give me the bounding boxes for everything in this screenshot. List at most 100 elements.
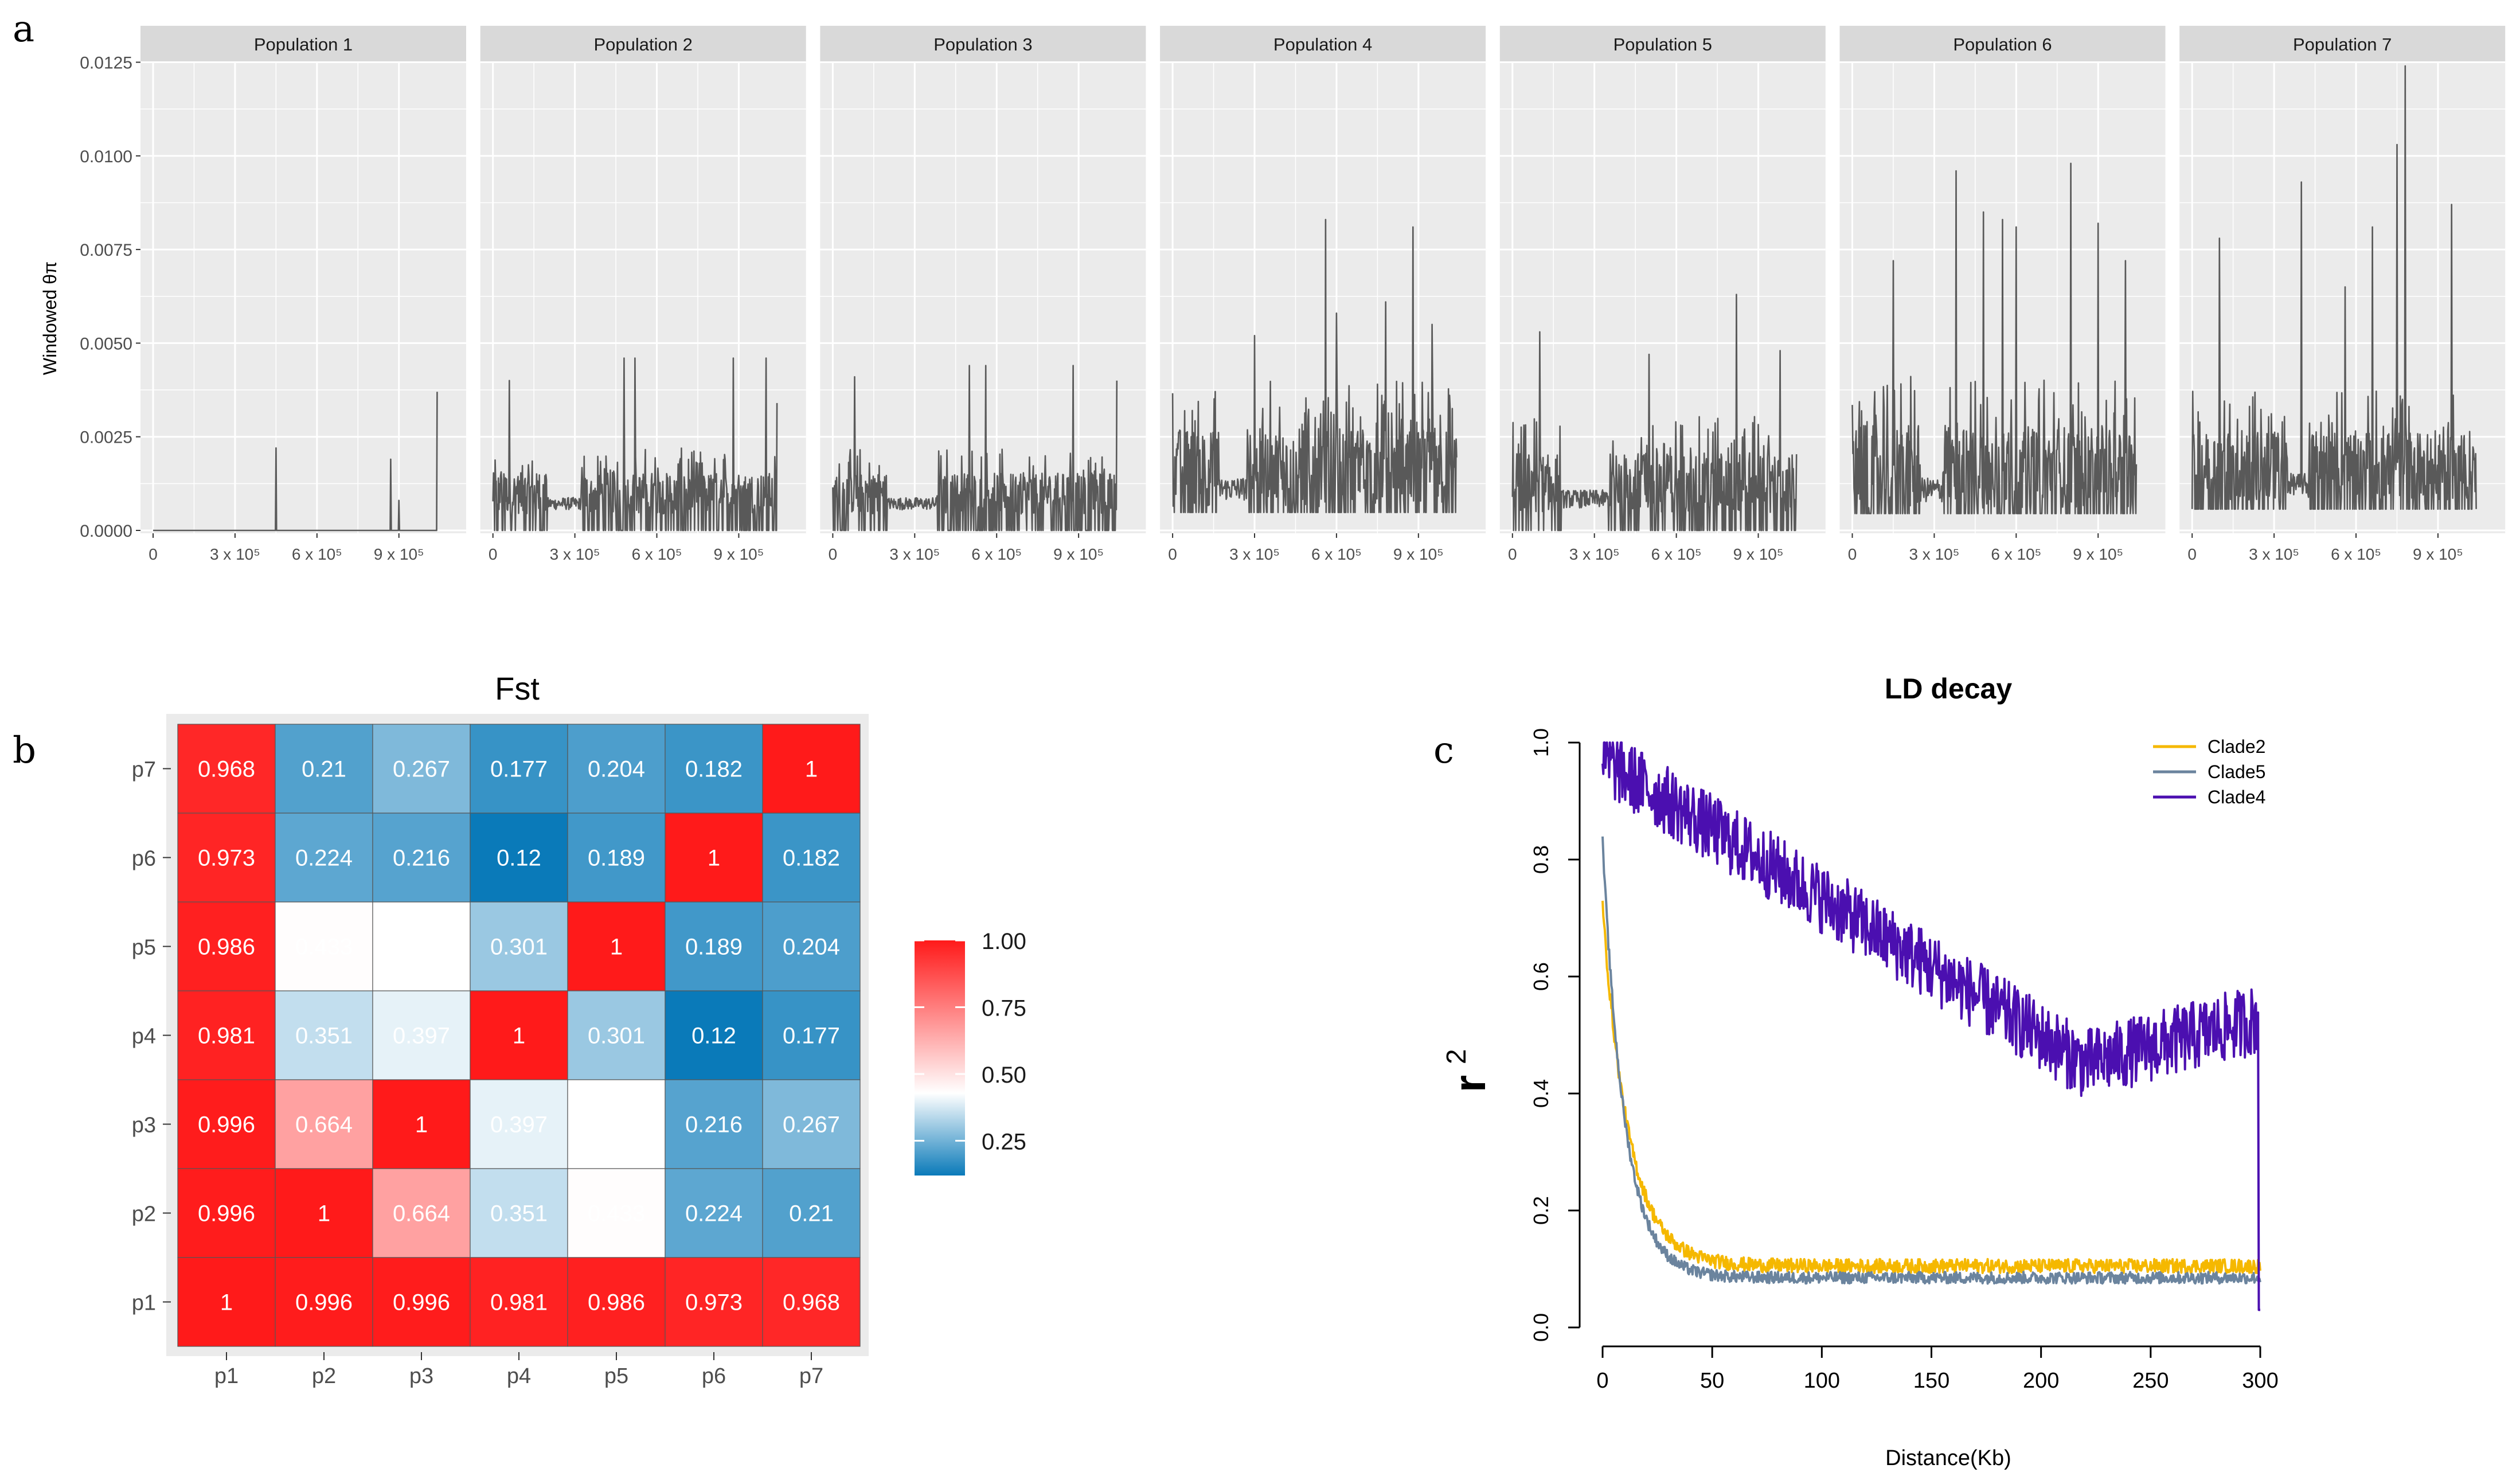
fst-cell	[762, 1168, 861, 1258]
ld-lines	[1601, 741, 2261, 1311]
pi-x-tick-label: 3 x 10⁵	[210, 545, 260, 563]
pi-facet-strip	[1499, 26, 1826, 62]
panel-label-c: c	[1433, 729, 1454, 772]
panel-label-b: b	[13, 729, 36, 772]
pi-facet: Population 1 0 3 x 10⁵ 6 x 10⁵ 9 x 10⁵	[140, 26, 466, 563]
pi-facet-title: Population 4	[1273, 34, 1372, 54]
fst-cell-label: 1	[318, 1201, 330, 1227]
fst-cell-label: 0.664	[393, 1201, 450, 1227]
pi-facet-background	[480, 62, 806, 533]
fst-cell-label: 1	[513, 1024, 525, 1049]
ld-axes: 0.0 0.2 0.4 0.6 0.8 1.0 0 50 100 150 200 250 300	[1529, 728, 2279, 1393]
fst-legend-label: 0.75	[982, 995, 1026, 1021]
ld-y-tick-label: 0.4	[1529, 1079, 1553, 1108]
pi-x-tick-label: 6 x 10⁵	[1651, 545, 1702, 563]
fst-cell-label: 0.981	[490, 1290, 548, 1315]
fst-cell-label: 1	[805, 757, 818, 782]
pi-y-tick-label: 0.0000	[80, 522, 132, 541]
fst-cell-label: 0.12	[691, 1024, 736, 1049]
fst-cell-label: 0.21	[789, 1201, 834, 1227]
pi-x-tick-label: 6 x 10⁵	[292, 545, 342, 563]
pi-x-tick-label: 9 x 10⁵	[374, 545, 424, 563]
fst-cell-label: 0.177	[490, 757, 548, 782]
pi-facet-strip	[1160, 26, 1486, 62]
fst-cell	[275, 1079, 373, 1169]
fst-cell-label: 0.182	[685, 757, 743, 782]
pi-x-tick-label: 0	[1848, 545, 1857, 563]
pi-facet-title: Population 6	[1953, 34, 2052, 54]
ld-x-tick-label: 50	[1700, 1369, 1724, 1393]
pi-x-tick-label: 6 x 10⁵	[2331, 545, 2381, 563]
fst-cell-label: 0.182	[783, 846, 840, 871]
fst-cell	[372, 990, 471, 1080]
fst-cell	[372, 1079, 471, 1169]
pi-series-line	[492, 357, 778, 532]
fst-legend-label: 0.50	[982, 1063, 1026, 1088]
pi-series-line	[1171, 218, 1458, 513]
fst-cell	[372, 813, 471, 903]
pi-x-tick-label: 6 x 10⁵	[971, 545, 1022, 563]
fst-cell	[177, 1257, 276, 1347]
fst-cell	[177, 990, 276, 1080]
fst-cell-label: 0.351	[490, 1201, 548, 1227]
fst-cell-label: 0.216	[393, 846, 450, 871]
ld-x-tick-label: 0	[1596, 1369, 1608, 1393]
ld-legend: Clade2 Clade5 Clade4	[2153, 736, 2265, 807]
fst-cell-label: 0.433	[588, 1201, 645, 1227]
ld-y-axis-label: r 2	[1441, 1049, 1495, 1092]
fst-row-label: p1	[132, 1291, 156, 1315]
ld-legend-label: Clade5	[2208, 761, 2265, 782]
ld-x-tick-label: 100	[1804, 1369, 1840, 1393]
pi-x-tick-label: 3 x 10⁵	[1569, 545, 1620, 563]
fst-cell-label: 0.177	[783, 1024, 840, 1049]
fst-cell	[470, 1079, 568, 1169]
pi-x-tick-label: 0	[2187, 545, 2197, 563]
pi-x-tick-label: 9 x 10⁵	[1733, 545, 1784, 563]
fst-row-label: p2	[132, 1202, 156, 1227]
fst-cell-label: 0.996	[198, 1201, 255, 1227]
fst-col-label: p2	[312, 1364, 336, 1388]
fst-cells: 0.968 0.21 0.267 0.177 0.204 0.182 1 0.973 0.224…	[177, 724, 861, 1347]
pi-y-tick-label: 0.0025	[80, 428, 132, 447]
fst-cell-label: 0.12	[497, 846, 541, 871]
ld-y-tick-label: 1.0	[1529, 728, 1553, 757]
pi-facet: Population 6 0 3 x 10⁵ 6 x 10⁵ 9 x 10⁵	[1839, 26, 2166, 563]
ld-x-axis-label: Distance(Kb)	[1885, 1446, 2011, 1470]
fst-colorbar	[915, 940, 965, 1176]
fst-cell	[762, 990, 861, 1080]
pi-x-tick-label: 9 x 10⁵	[2413, 545, 2463, 563]
fst-cell	[567, 1257, 666, 1347]
pi-x-tick-label: 3 x 10⁵	[1909, 545, 1959, 563]
pi-x-tick-label: 9 x 10⁵	[1053, 545, 1104, 563]
fst-cell	[470, 1168, 568, 1258]
fst-cell	[665, 813, 763, 903]
fst-cell-label: 0.996	[393, 1290, 450, 1315]
fst-cell-label: 0.968	[198, 757, 255, 782]
fst-cell	[470, 724, 568, 814]
fst-col-label: p3	[409, 1364, 433, 1388]
pi-facet: Population 4 0 3 x 10⁵ 6 x 10⁵ 9 x 10⁵	[1160, 26, 1486, 563]
fst-cell-label: 0.996	[198, 1112, 255, 1138]
fst-cell	[567, 724, 666, 814]
ld-x-tick-label: 250	[2132, 1369, 2169, 1393]
pi-y-axis-label: Windowed θπ	[40, 261, 60, 375]
fst-row-label: p6	[132, 847, 156, 871]
pi-facet-strip	[480, 26, 806, 62]
pi-x-tick-label: 3 x 10⁵	[889, 545, 940, 563]
fst-cell-label: 0.204	[588, 757, 645, 782]
fst-cell-label: 0.428	[393, 935, 450, 960]
pi-x-tick-label: 9 x 10⁵	[2073, 545, 2123, 563]
ld-y-label-base: r	[1444, 1075, 1495, 1092]
fst-cell	[177, 813, 276, 903]
pi-x-tick-label: 0	[149, 545, 158, 563]
fst-cell-label: 0.267	[393, 757, 450, 782]
pi-y-tick-label: 0.0075	[80, 241, 132, 260]
pi-facet: Population 7 0 3 x 10⁵ 6 x 10⁵ 9 x 10⁵	[2179, 26, 2506, 563]
fst-cell	[177, 901, 276, 991]
pi-facet-strip	[140, 26, 466, 62]
pi-facet-strip	[1839, 26, 2166, 62]
fst-cell-label: 0.267	[783, 1112, 840, 1138]
pi-series-line	[1851, 162, 2138, 514]
pi-x-tick-label: 0	[489, 545, 498, 563]
fst-col-label: p1	[214, 1364, 239, 1388]
